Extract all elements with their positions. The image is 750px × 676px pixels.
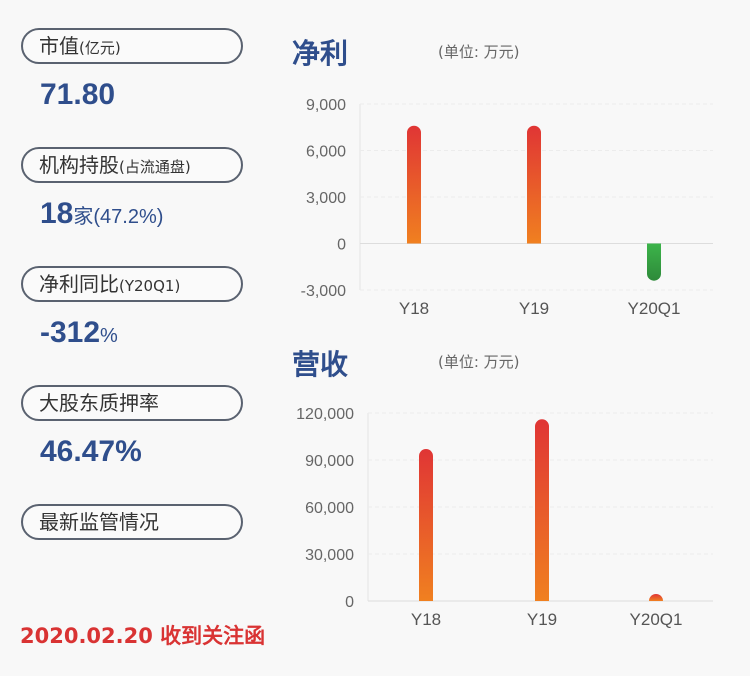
y-tick-label: 30,000 bbox=[305, 547, 354, 564]
y-tick-label: 0 bbox=[337, 237, 346, 254]
label-sub: (Y20Q1) bbox=[119, 277, 181, 295]
bar-y19 bbox=[535, 419, 549, 601]
x-tick-label: Y20Q1 bbox=[630, 610, 683, 629]
value-suffix: % bbox=[100, 325, 118, 347]
x-tick-label: Y19 bbox=[519, 299, 549, 318]
revenue-chart: 120,000 90,000 60,000 30,000 0 Y18 Y19 Y20Q1 bbox=[296, 406, 713, 629]
bar-y19 bbox=[527, 125, 541, 244]
label: 机构持股 bbox=[39, 153, 119, 177]
value: 46.47% bbox=[40, 435, 142, 468]
label: 最新监管情况 bbox=[39, 510, 159, 534]
y-tick-label: 60,000 bbox=[305, 500, 354, 517]
value-suffix: 家(47.2%) bbox=[73, 206, 164, 228]
x-tick-label: Y19 bbox=[527, 610, 557, 629]
net-profit-chart: 9,000 6,000 3,000 0 -3,000 Y18 Y19 Y20Q1 bbox=[301, 97, 713, 318]
regulatory-status-label: 最新监管情况 bbox=[21, 504, 243, 540]
net-profit-yoy-value: -312% bbox=[40, 316, 118, 350]
value: 71.80 bbox=[40, 78, 116, 111]
bar-y20q1 bbox=[647, 243, 661, 281]
market-cap-value: 71.80 bbox=[40, 78, 115, 112]
value: 18 bbox=[40, 197, 74, 230]
y-tick-label: 0 bbox=[345, 594, 354, 611]
value: -312 bbox=[40, 316, 101, 349]
label-sub: (亿元) bbox=[79, 39, 121, 57]
y-tick-label: 9,000 bbox=[306, 97, 346, 114]
x-tick-label: Y20Q1 bbox=[628, 299, 681, 318]
pledge-ratio-label: 大股东质押率 bbox=[21, 385, 243, 421]
institution-holding-value: 18家(47.2%) bbox=[40, 197, 163, 231]
institution-holding-label: 机构持股(占流通盘) bbox=[21, 147, 243, 183]
chart-title: 净利 bbox=[292, 37, 349, 70]
net-profit-yoy-label: 净利同比(Y20Q1) bbox=[21, 266, 243, 302]
y-tick-label: 90,000 bbox=[305, 453, 354, 470]
chart-title: 营收 bbox=[292, 348, 349, 381]
label-sub: (占流通盘) bbox=[119, 158, 191, 176]
market-cap-label: 市值(亿元) bbox=[21, 28, 243, 64]
label: 市值 bbox=[39, 34, 79, 58]
chart-unit: (单位: 万元) bbox=[438, 353, 520, 371]
bar-y20q1 bbox=[649, 594, 663, 601]
y-tick-label: 6,000 bbox=[306, 144, 346, 161]
chart-unit: (单位: 万元) bbox=[438, 43, 520, 61]
x-tick-label: Y18 bbox=[399, 299, 429, 318]
bar-y18 bbox=[407, 125, 421, 244]
bar-y18 bbox=[419, 449, 433, 601]
pledge-ratio-value: 46.47% bbox=[40, 435, 142, 469]
x-tick-label: Y18 bbox=[411, 610, 441, 629]
regulatory-notice: 2020.02.20 收到关注函 bbox=[20, 624, 266, 648]
label: 净利同比 bbox=[39, 272, 119, 296]
label: 大股东质押率 bbox=[39, 391, 159, 415]
y-tick-label: 3,000 bbox=[306, 190, 346, 207]
y-tick-label: 120,000 bbox=[296, 406, 354, 423]
y-tick-label: -3,000 bbox=[301, 283, 346, 300]
